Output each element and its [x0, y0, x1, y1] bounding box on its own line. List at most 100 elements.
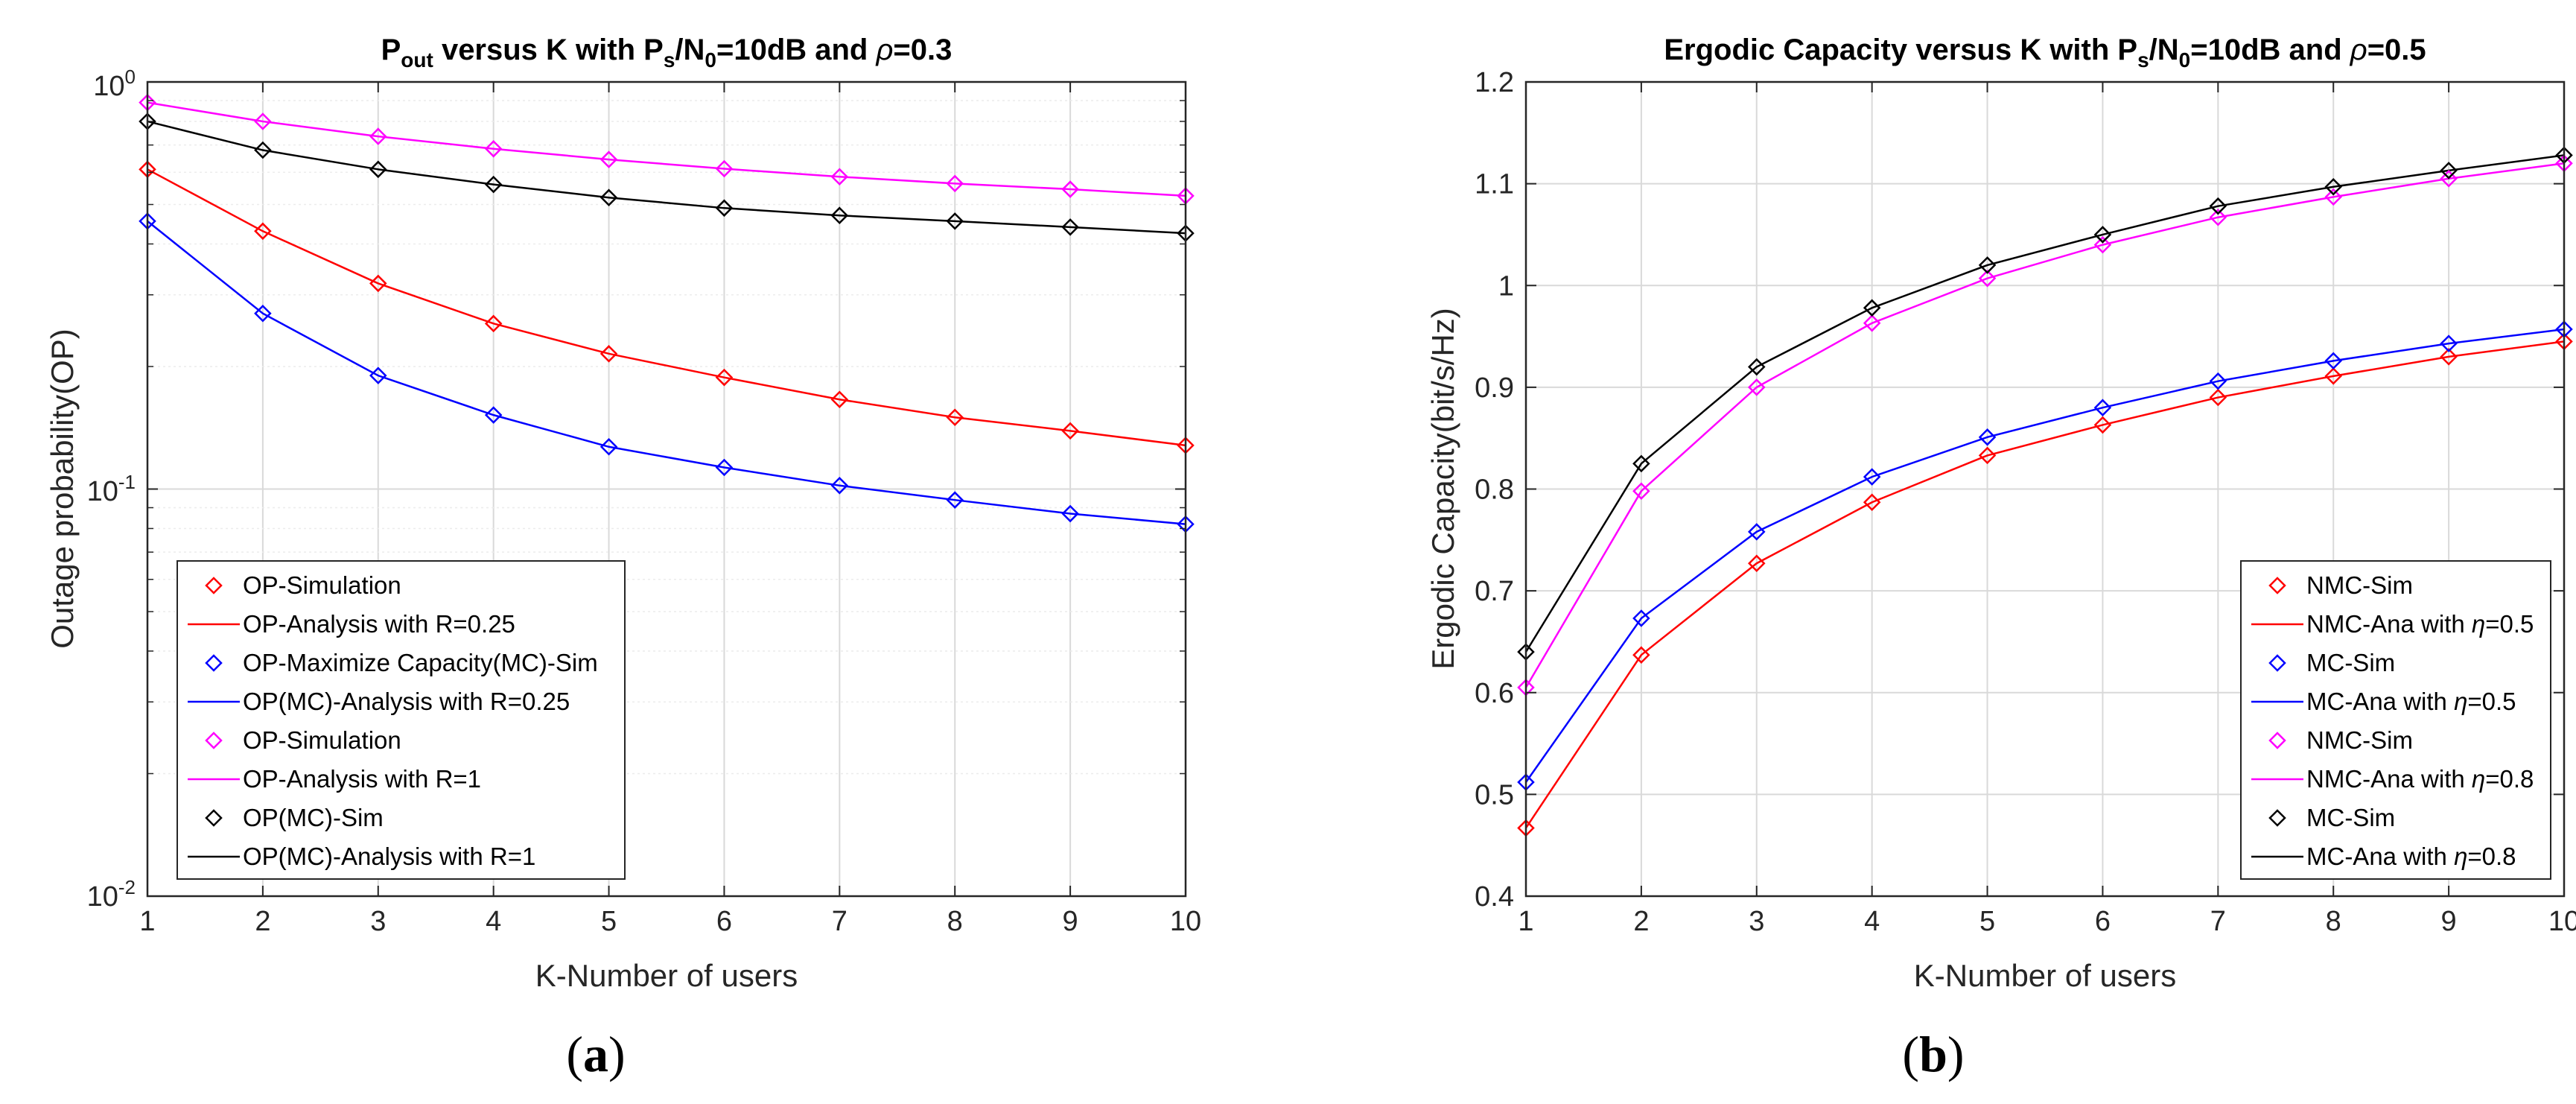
panel-a-data-point	[1061, 422, 1079, 440]
panel-b-legend-marker	[2268, 732, 2286, 749]
panel-b-ytick-label: 1.1	[1475, 169, 1514, 200]
panel-b-ytick-labels: 0.4 0.5 0.6 0.7 0.8 0.9 1 1.1 1.2	[1475, 67, 1514, 913]
panel-b-xtick-labels: 1 2 3 4 5 6 7 8 9 10	[1518, 906, 2576, 937]
panel-b-data-point	[1863, 493, 1881, 512]
panel-b-data-point	[1748, 523, 1766, 541]
panel-a-data-point	[369, 127, 387, 145]
panel-a-data-point	[254, 141, 272, 159]
panel-a-ticks	[147, 81, 1186, 897]
panel-b-xtick-label: 5	[1979, 906, 1995, 937]
panel-a-legend-label: OP(MC)-Analysis with R=0.25	[243, 688, 570, 715]
panel-a-xtick-label: 2	[255, 906, 270, 937]
panel-a-ytick-label: 10-2	[87, 876, 136, 913]
panel-a-legend-label: OP-Simulation	[243, 571, 401, 599]
panel-b-caption: (b)	[1902, 1026, 1964, 1082]
panel-b-data-point	[2209, 372, 2227, 390]
panel-b-data-point	[2093, 416, 2112, 434]
panel-b-legend-label: MC-Sim	[2306, 649, 2395, 676]
panel-a-data-point	[369, 367, 387, 384]
panel-a-data-point	[715, 368, 734, 387]
panel-b-series-line-3	[1524, 328, 2565, 783]
panel-b-data-point	[2209, 208, 2227, 226]
panel-b-ytick-label: 0.7	[1475, 576, 1514, 607]
panel-b-series-lines	[1524, 154, 2565, 829]
panel-b-data-point	[2440, 348, 2458, 366]
panel-b-data-point	[1863, 468, 1881, 486]
panel-a-caption: (a)	[566, 1026, 625, 1082]
panel-b-ytick-label: 0.5	[1475, 779, 1514, 810]
panel-b-data-point	[1863, 314, 1881, 332]
panel-b-data-point	[2440, 162, 2458, 180]
panel-a-xtick-labels: 1 2 3 4 5 6 7 8 9 10	[139, 906, 1201, 937]
panel-a-xtick-label: 10	[1170, 906, 1201, 937]
panel-b-legend-label: NMC-Ana with η=0.5	[2306, 610, 2534, 638]
panel-a-data-point	[830, 168, 849, 186]
panel-a-ytick-label: 10-1	[87, 471, 136, 507]
panel-a-legend-label: OP-Simulation	[243, 726, 401, 754]
panel-b-data-point	[2209, 388, 2227, 407]
panel-a-legend-label: OP(MC)-Sim	[243, 804, 384, 831]
panel-b-data-point	[1632, 482, 1650, 500]
panel-a-series-line-7	[147, 120, 1186, 235]
panel-a-data-point	[1061, 218, 1079, 236]
panel-b-xtick-label: 7	[2210, 906, 2226, 937]
panel-b-xlabel: K-Number of users	[1914, 958, 2176, 993]
panel-a-series-line-5	[147, 101, 1186, 197]
panel-b-legend-label: MC-Sim	[2306, 804, 2395, 831]
panel-b-series-markers	[1517, 146, 2573, 837]
panel-b-series-line-7	[1524, 154, 2565, 653]
panel-b-legend-label: NMC-Sim	[2306, 726, 2413, 754]
panel-a-data-point	[715, 159, 734, 178]
panel-a-data-point	[369, 160, 387, 179]
panel-b-title: Ergodic Capacity versus K with Ps/N0=10d…	[1664, 34, 2426, 72]
panel-a-xtick-label: 9	[1063, 906, 1078, 937]
panel-b-data-point	[1978, 256, 1997, 274]
panel-a-series-line-1	[147, 168, 1186, 447]
panel-a-title: Pout versus K with Ps/N0=10dB and ρ=0.3	[381, 34, 953, 72]
panel-b-data-point	[2440, 170, 2458, 188]
panel-b-data-point	[2209, 197, 2227, 215]
panel-a-data-point	[484, 314, 503, 333]
panel-b-data-point	[2324, 177, 2342, 196]
panel-a-data-point	[369, 274, 387, 293]
panel-a: 1 2 3 4 5 6 7 8 9 10 10-2 10-1 100 Pout …	[45, 34, 1201, 1082]
panel-a-ytick-label: 100	[93, 66, 136, 102]
panel-a-data-point	[484, 406, 503, 424]
panel-b-legend-marker	[2268, 654, 2286, 672]
panel-a-data-point	[830, 477, 849, 495]
panel-b-data-point	[1632, 454, 1650, 473]
panel-b-xtick-label: 4	[1864, 906, 1880, 937]
panel-b-ticks	[1525, 81, 2565, 897]
panel-a-legend-marker	[205, 809, 223, 827]
panel-b-data-point	[1863, 299, 1881, 317]
panel-a-legend-box	[176, 560, 626, 880]
panel-b-legend-label: NMC-Ana with η=0.8	[2306, 765, 2534, 793]
panel-b-ylabel: Ergodic Capacity(bit/s/Hz)	[1425, 308, 1460, 669]
panel-b-series-line-5	[1524, 162, 2565, 688]
panel-b-legend-box	[2240, 560, 2551, 880]
panel-b-xtick-label: 2	[1633, 906, 1649, 937]
panel-a-data-point	[946, 174, 964, 193]
panel-b-ytick-label: 0.8	[1475, 475, 1514, 506]
panel-a-data-point	[715, 199, 734, 218]
panel-b-ytick-label: 0.9	[1475, 372, 1514, 404]
panel-a-data-point	[946, 491, 964, 509]
panel-b-data-point	[2093, 399, 2112, 416]
panel-a-data-point	[254, 112, 272, 130]
panel-b-legend-label: NMC-Sim	[2306, 571, 2413, 599]
panel-b: 1 2 3 4 5 6 7 8 9 10 0.4 0.5 0.6 0.7 0.8…	[1425, 34, 2576, 1082]
panel-b-xtick-label: 6	[2095, 906, 2111, 937]
panel-b-data-point	[2093, 235, 2112, 254]
panel-a-xlabel: K-Number of users	[535, 958, 798, 993]
panel-a-xtick-label: 6	[716, 906, 732, 937]
panel-b-data-point	[2324, 188, 2342, 206]
panel-b-ytick-label: 0.6	[1475, 678, 1514, 709]
panel-b-data-point	[2440, 334, 2458, 352]
panel-b-data-point	[1748, 554, 1766, 573]
panel-a-ylabel: Outage probability(OP)	[45, 329, 80, 649]
panel-a-xtick-label: 1	[139, 906, 155, 937]
panel-a-legend-marker	[205, 577, 223, 594]
panel-a-legend-label: OP(MC)-Analysis with R=1	[243, 843, 535, 870]
panel-b-legend-label: MC-Ana with η=0.8	[2306, 843, 2516, 870]
